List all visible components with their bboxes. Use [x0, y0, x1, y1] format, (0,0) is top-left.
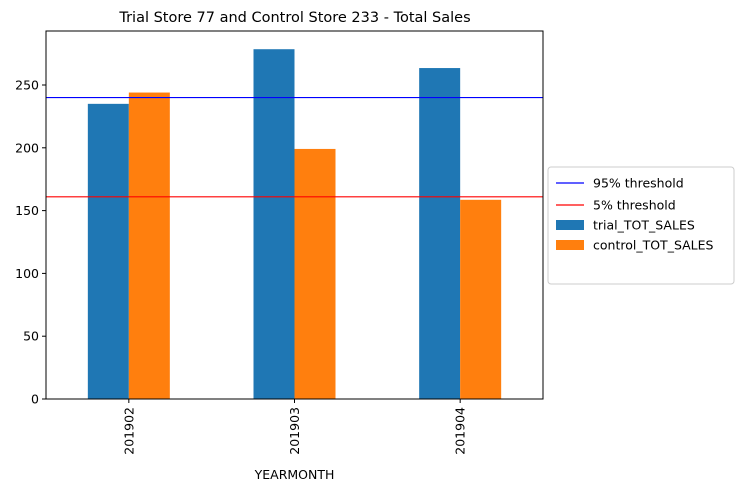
legend-swatch-control [556, 240, 584, 250]
chart-title: Trial Store 77 and Control Store 233 - T… [118, 10, 470, 26]
bar-trial_TOT_SALES-201902 [87, 103, 129, 400]
legend-label-threshold-95: 95% threshold [593, 176, 684, 191]
bars-group [87, 49, 502, 400]
legend-label-trial: trial_TOT_SALES [593, 218, 695, 233]
legend: 95% threshold 5% threshold trial_TOT_SALES… [547, 166, 735, 285]
legend-swatch-trial [556, 220, 584, 230]
y-tick-label-150: 150 [15, 203, 39, 218]
plot-frame [45, 30, 544, 400]
y-tick-label-250: 250 [15, 78, 39, 93]
y-tick-label-100: 100 [15, 266, 39, 281]
bar-control_TOT_SALES-201903 [294, 148, 336, 399]
y-tick-label-200: 200 [15, 140, 39, 155]
x-tick-label-201904: 201904 [453, 407, 468, 455]
x-tick-label-201903: 201903 [287, 407, 302, 455]
legend-label-control: control_TOT_SALES [593, 238, 714, 253]
bar-trial_TOT_SALES-201903 [253, 49, 295, 399]
threshold-lines [46, 97, 543, 198]
bar-control_TOT_SALES-201902 [128, 92, 170, 399]
y-axis: 0 50 100 150 200 250 [15, 78, 46, 407]
y-tick-label-50: 50 [23, 329, 39, 344]
x-axis-label: YEARMONTH [254, 467, 335, 482]
legend-box [547, 166, 735, 285]
bar-trial_TOT_SALES-201904 [419, 68, 461, 399]
legend-label-threshold-5: 5% threshold [593, 198, 676, 213]
x-axis: 201902 201903 201904 [121, 399, 468, 455]
x-tick-label-201902: 201902 [121, 407, 136, 455]
y-tick-label-0: 0 [31, 392, 39, 407]
bar-control_TOT_SALES-201904 [460, 199, 502, 399]
